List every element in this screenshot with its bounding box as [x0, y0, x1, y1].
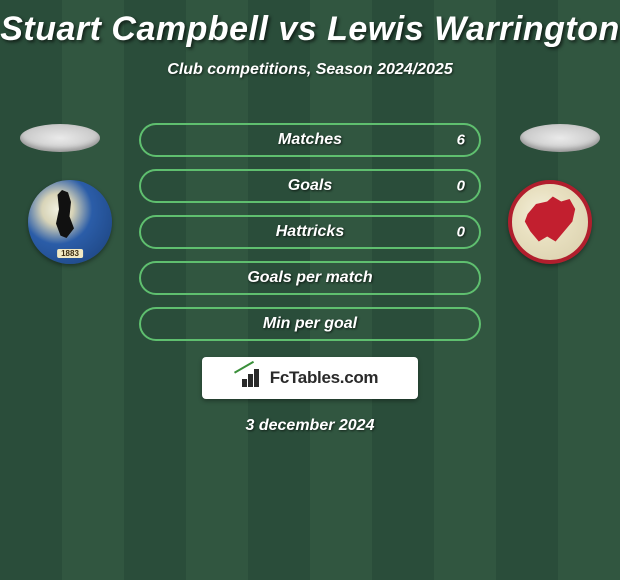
stat-row-matches: Matches 6: [139, 123, 481, 157]
stat-row-goals-per-match: Goals per match: [139, 261, 481, 295]
club-crest-right: [508, 180, 592, 264]
player-right-placeholder: [520, 124, 600, 152]
page-title: Stuart Campbell vs Lewis Warrington: [0, 0, 620, 49]
stat-row-min-per-goal: Min per goal: [139, 307, 481, 341]
subtitle: Club competitions, Season 2024/2025: [0, 61, 620, 79]
barchart-icon: [242, 369, 264, 387]
stat-right-value: 6: [457, 132, 465, 149]
stat-right-value: 0: [457, 178, 465, 195]
player-left-placeholder: [20, 124, 100, 152]
stat-right-value: 0: [457, 224, 465, 241]
source-logo: FcTables.com: [202, 357, 418, 399]
crest-left-year: 1883: [57, 249, 83, 258]
stat-row-hattricks: Hattricks 0: [139, 215, 481, 249]
date-label: 3 december 2024: [0, 417, 620, 435]
stat-label: Goals: [288, 177, 332, 195]
club-crest-left: 1883: [28, 180, 112, 264]
stat-label: Min per goal: [263, 315, 357, 333]
stat-label: Matches: [278, 131, 342, 149]
stat-label: Hattricks: [276, 223, 344, 241]
logo-text: FcTables.com: [270, 368, 379, 388]
stat-row-goals: Goals 0: [139, 169, 481, 203]
stat-label: Goals per match: [247, 269, 372, 287]
